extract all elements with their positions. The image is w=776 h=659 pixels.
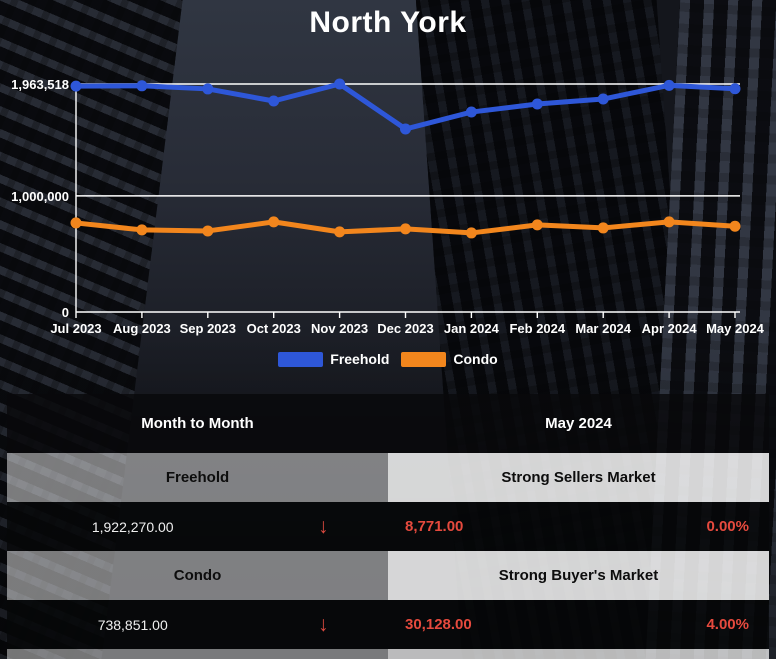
freehold-point	[729, 83, 741, 95]
condo-change-amount: 30,128.00	[405, 616, 472, 633]
condo-point	[400, 223, 411, 235]
x-axis-tick-label: Dec 2023	[377, 321, 433, 336]
freehold-point	[334, 78, 346, 90]
freehold-market-status: Strong Sellers Market	[388, 453, 769, 502]
freehold-point	[136, 80, 148, 92]
condo-avg-price: 738,851.00	[97, 616, 168, 633]
freehold-change-cell: 8,771.00 0.00%	[388, 502, 769, 551]
freehold-section-label: Freehold	[7, 453, 388, 502]
freehold-point	[663, 79, 675, 91]
down-arrow-icon: ↓	[317, 613, 329, 636]
freehold-point	[400, 123, 411, 135]
condo-change-cell: 30,128.00 4.00%	[388, 600, 769, 649]
table-header-current-month: May 2024	[545, 415, 612, 432]
x-axis-tick-label: Mar 2024	[575, 321, 631, 336]
x-axis-tick-label: Feb 2024	[509, 321, 565, 336]
freehold-point	[465, 106, 477, 118]
condo-point	[663, 216, 675, 228]
freehold-change-percent: 0.00%	[706, 518, 749, 535]
condo-change-percent: 4.00%	[706, 616, 749, 633]
market-summary-table: Month to Month May 2024 Freehold Strong …	[7, 394, 769, 659]
table-header-month-to-month: Month to Month	[141, 415, 254, 432]
y-axis-tick-label: 0	[62, 305, 69, 320]
price-trend-line-chart: 0 1,000,000 1,963,518 Jul 2023 Aug 2023 Sep 2…	[11, 77, 765, 336]
condo-point	[729, 220, 741, 232]
condo-point	[202, 225, 214, 237]
freehold-section-row: Freehold Strong Sellers Market	[7, 453, 769, 502]
condo-point	[597, 222, 609, 234]
x-axis-tick-label: Aug 2023	[113, 321, 171, 336]
table-bottom-strip	[7, 649, 769, 659]
condo-price-cell: 738,851.00 ↓	[7, 600, 388, 649]
freehold-data-row: 1,922,270.00 ↓ 8,771.00 0.00%	[7, 502, 769, 551]
freehold-point	[202, 83, 214, 95]
condo-point	[334, 226, 346, 238]
freehold-point	[70, 80, 82, 92]
x-axis-tick-label: Apr 2024	[642, 321, 698, 336]
x-axis-tick-label: Jul 2023	[50, 321, 101, 336]
freehold-avg-price: 1,922,270.00	[91, 518, 174, 535]
chart-legend: Freehold Condo	[0, 348, 776, 370]
x-axis-tick-label: Sep 2023	[180, 321, 236, 336]
x-axis-tick-label: Jan 2024	[444, 321, 500, 336]
freehold-point	[268, 95, 280, 107]
x-axis-tick-label: Oct 2023	[247, 321, 301, 336]
freehold-change-amount: 8,771.00	[405, 518, 464, 535]
x-axis-tick-label: Nov 2023	[311, 321, 368, 336]
legend-item-freehold: Freehold	[278, 351, 389, 367]
condo-point	[268, 216, 280, 228]
condo-swatch-icon	[401, 351, 447, 367]
freehold-line	[73, 81, 738, 132]
page-title: North York	[309, 6, 467, 39]
legend-item-condo: Condo	[401, 351, 498, 367]
condo-point	[531, 219, 543, 231]
freehold-swatch-icon	[278, 351, 324, 367]
condo-point	[136, 224, 148, 236]
legend-label-freehold: Freehold	[330, 351, 390, 367]
bottom-strip-right	[388, 649, 769, 659]
condo-market-status: Strong Buyer's Market	[388, 551, 769, 600]
freehold-price-cell: 1,922,270.00 ↓	[7, 502, 388, 551]
y-axis-tick-label: 1,963,518	[11, 77, 69, 92]
table-header-row: Month to Month May 2024	[7, 394, 769, 453]
condo-section-row: Condo Strong Buyer's Market	[7, 551, 769, 600]
freehold-point	[531, 98, 543, 110]
y-axis-tick-label: 1,000,000	[11, 189, 69, 204]
freehold-point	[597, 93, 609, 105]
bottom-strip-left	[7, 649, 388, 659]
condo-point	[70, 217, 82, 229]
x-axis-tick-label: May 2024	[706, 321, 765, 336]
down-arrow-icon: ↓	[317, 515, 329, 538]
legend-label-condo: Condo	[453, 351, 498, 367]
condo-section-label: Condo	[7, 551, 388, 600]
condo-point	[465, 227, 477, 239]
condo-data-row: 738,851.00 ↓ 30,128.00 4.00%	[7, 600, 769, 649]
